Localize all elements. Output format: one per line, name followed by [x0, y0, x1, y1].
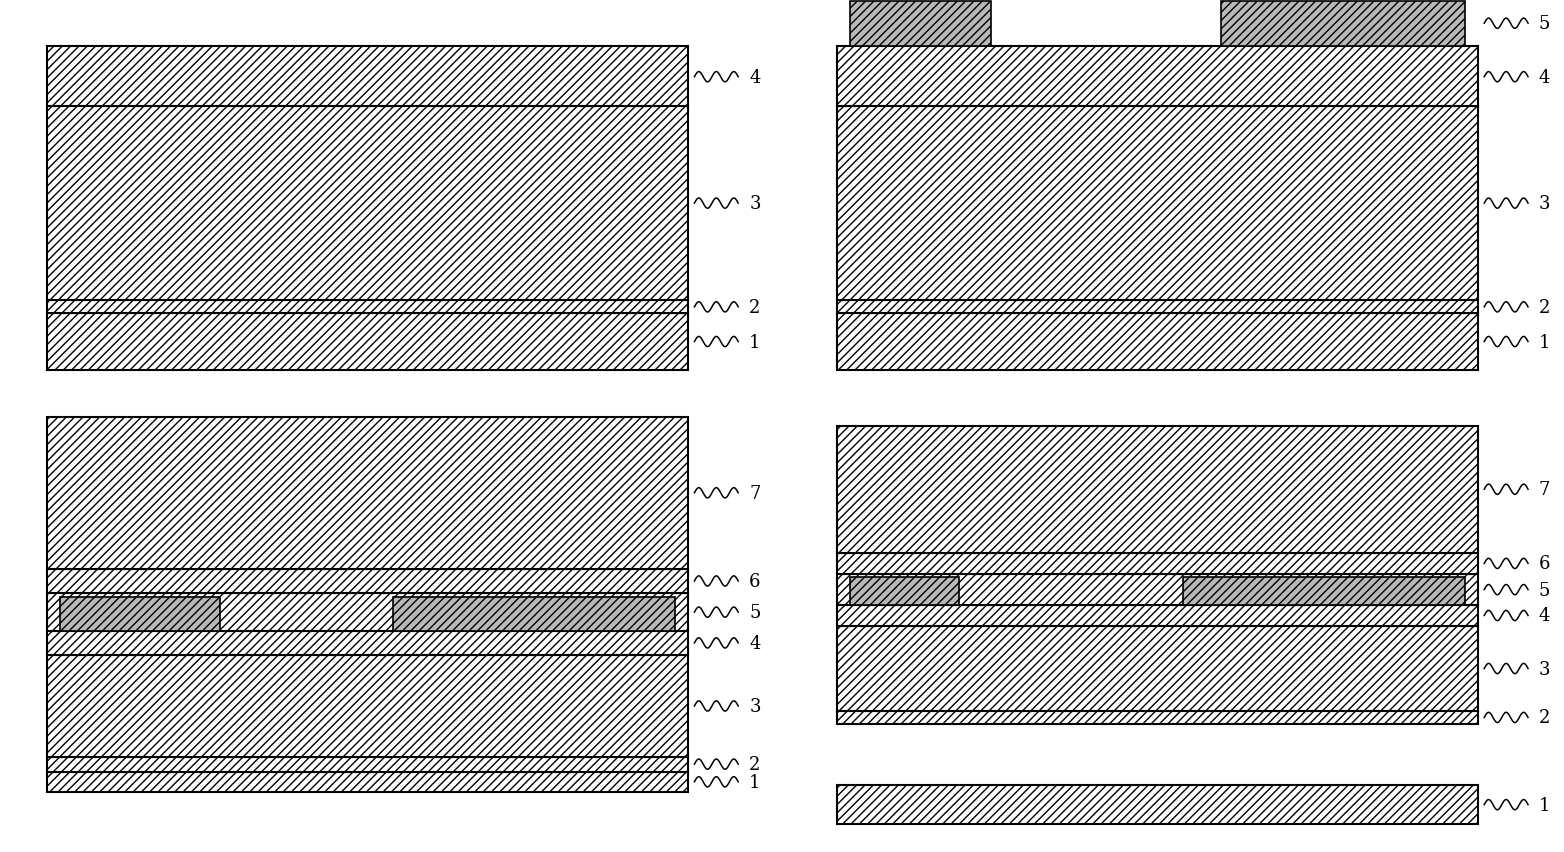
Text: 3: 3 [749, 697, 760, 715]
Text: 3: 3 [1539, 195, 1550, 213]
Bar [1221, 2, 1465, 47]
Text: 1: 1 [749, 773, 760, 791]
Bar [47, 631, 688, 655]
Text: 4: 4 [1539, 607, 1550, 625]
Bar [1182, 578, 1465, 606]
Bar [47, 772, 688, 792]
Text: 4: 4 [749, 634, 760, 652]
Bar [837, 626, 1478, 711]
Text: 6: 6 [1539, 555, 1550, 573]
Bar [47, 106, 688, 301]
Text: 3: 3 [749, 195, 760, 213]
Text: 2: 2 [749, 755, 760, 774]
Bar [47, 417, 688, 569]
Bar [59, 597, 221, 631]
Bar [47, 594, 688, 631]
Bar [837, 106, 1478, 301]
Bar [47, 569, 688, 594]
Text: 2: 2 [1539, 709, 1550, 727]
Text: 1: 1 [1539, 796, 1550, 814]
Bar [47, 757, 688, 772]
Bar [47, 314, 688, 371]
Bar [837, 574, 1478, 606]
Text: 2: 2 [1539, 298, 1550, 316]
Bar [837, 47, 1478, 106]
Text: 5: 5 [1539, 581, 1550, 599]
Text: 1: 1 [749, 333, 760, 351]
Bar [47, 655, 688, 757]
Text: 6: 6 [749, 573, 760, 590]
Bar [837, 301, 1478, 314]
Text: 5: 5 [1539, 15, 1550, 33]
Bar [837, 711, 1478, 724]
Text: 2: 2 [749, 298, 760, 316]
Text: 3: 3 [1539, 659, 1550, 677]
Bar [837, 426, 1478, 554]
Bar [837, 786, 1478, 824]
Bar [47, 301, 688, 314]
Bar [393, 597, 676, 631]
Bar [837, 606, 1478, 626]
Bar [837, 554, 1478, 574]
Bar [837, 314, 1478, 371]
Text: 1: 1 [1539, 333, 1550, 351]
Text: 5: 5 [749, 603, 760, 621]
Text: 4: 4 [1539, 69, 1550, 87]
Bar [849, 578, 959, 606]
Bar [849, 2, 990, 47]
Text: 4: 4 [749, 69, 760, 87]
Bar [47, 47, 688, 106]
Text: 7: 7 [749, 484, 760, 502]
Text: 7: 7 [1539, 481, 1550, 498]
